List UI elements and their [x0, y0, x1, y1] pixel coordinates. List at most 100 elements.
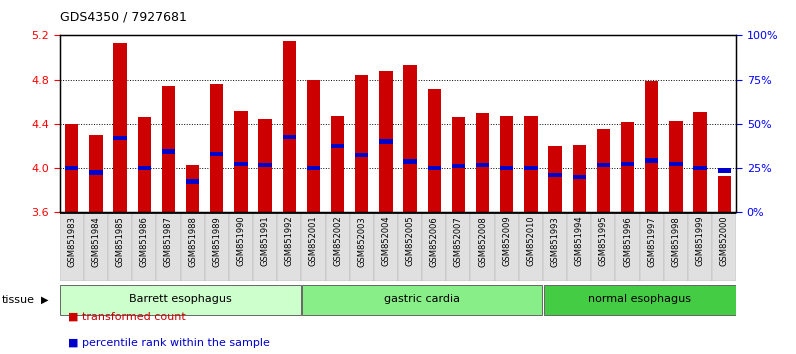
Bar	[114, 43, 127, 212]
Bar	[693, 112, 707, 212]
Bar	[470, 212, 494, 281]
Bar	[349, 212, 374, 281]
Bar	[427, 88, 441, 212]
Bar	[138, 117, 151, 212]
Text: GSM851996: GSM851996	[623, 216, 632, 267]
Text: GSM851995: GSM851995	[599, 216, 608, 267]
Bar	[500, 166, 513, 170]
Bar	[253, 212, 277, 281]
Bar	[404, 65, 417, 212]
Text: GSM852006: GSM852006	[430, 216, 439, 267]
Bar	[379, 139, 392, 144]
Bar	[398, 212, 422, 281]
Text: ▶: ▶	[41, 295, 49, 305]
Text: GSM852002: GSM852002	[333, 216, 342, 267]
Bar	[525, 166, 537, 170]
Bar	[210, 84, 224, 212]
Text: ■ transformed count: ■ transformed count	[68, 312, 185, 322]
Text: GSM851984: GSM851984	[92, 216, 100, 267]
Bar	[572, 145, 586, 212]
Bar	[326, 212, 349, 281]
Bar	[621, 161, 634, 166]
Bar	[65, 166, 79, 170]
Bar	[132, 212, 156, 281]
Bar	[664, 212, 688, 281]
Bar	[427, 166, 441, 170]
Text: GSM852000: GSM852000	[720, 216, 728, 267]
Bar	[669, 161, 682, 166]
Bar	[645, 81, 658, 212]
Text: GSM851988: GSM851988	[188, 216, 197, 267]
Text: GDS4350 / 7927681: GDS4350 / 7927681	[60, 11, 186, 24]
Bar	[259, 162, 271, 167]
Bar	[355, 153, 369, 157]
Text: GSM852004: GSM852004	[381, 216, 390, 267]
Text: GSM851985: GSM851985	[115, 216, 125, 267]
Bar	[621, 122, 634, 212]
Text: GSM851983: GSM851983	[68, 216, 76, 267]
Text: GSM852009: GSM852009	[502, 216, 511, 267]
Bar	[645, 158, 658, 162]
Bar	[306, 80, 320, 212]
Text: GSM852003: GSM852003	[357, 216, 366, 267]
Bar	[712, 212, 736, 281]
Bar	[259, 120, 271, 212]
Bar	[476, 162, 490, 167]
Bar	[640, 212, 664, 281]
Text: GSM852001: GSM852001	[309, 216, 318, 267]
Bar	[494, 212, 519, 281]
Text: ■ percentile rank within the sample: ■ percentile rank within the sample	[68, 338, 270, 348]
Bar	[60, 285, 301, 315]
Bar	[519, 212, 543, 281]
Bar	[114, 136, 127, 141]
Bar	[283, 41, 296, 212]
Text: GSM851998: GSM851998	[671, 216, 681, 267]
Text: Barrett esophagus: Barrett esophagus	[129, 294, 232, 304]
Bar	[84, 212, 108, 281]
Bar	[693, 166, 707, 170]
Text: GSM851994: GSM851994	[575, 216, 583, 267]
Text: GSM852008: GSM852008	[478, 216, 487, 267]
Bar	[669, 121, 682, 212]
Bar	[108, 212, 132, 281]
Bar	[89, 135, 103, 212]
Bar	[210, 152, 224, 156]
Text: GSM851997: GSM851997	[647, 216, 656, 267]
Bar	[306, 166, 320, 170]
Bar	[186, 165, 199, 212]
Text: GSM851991: GSM851991	[260, 216, 270, 267]
Bar	[422, 212, 447, 281]
Text: GSM851990: GSM851990	[236, 216, 245, 267]
Text: GSM852007: GSM852007	[454, 216, 463, 267]
Bar	[404, 159, 417, 164]
Text: GSM852010: GSM852010	[526, 216, 536, 267]
Bar	[544, 285, 736, 315]
Text: gastric cardia: gastric cardia	[384, 294, 460, 304]
Bar	[717, 168, 731, 173]
Bar	[717, 176, 731, 212]
Bar	[156, 212, 181, 281]
Bar	[302, 285, 542, 315]
Bar	[234, 161, 248, 166]
Text: GSM851986: GSM851986	[140, 216, 149, 267]
Bar	[374, 212, 398, 281]
Bar	[452, 117, 465, 212]
Bar	[331, 144, 344, 148]
Bar	[379, 71, 392, 212]
Bar	[500, 116, 513, 212]
Bar	[572, 175, 586, 179]
Bar	[597, 162, 610, 167]
Text: GSM851993: GSM851993	[551, 216, 560, 267]
Text: GSM851987: GSM851987	[164, 216, 173, 267]
Bar	[65, 124, 79, 212]
Text: GSM851999: GSM851999	[696, 216, 704, 267]
Bar	[162, 86, 175, 212]
Text: GSM852005: GSM852005	[406, 216, 415, 267]
Bar	[60, 212, 84, 281]
Bar	[186, 179, 199, 184]
Bar	[162, 149, 175, 154]
Bar	[597, 130, 610, 212]
Text: GSM851992: GSM851992	[285, 216, 294, 267]
Bar	[355, 75, 369, 212]
Bar	[229, 212, 253, 281]
